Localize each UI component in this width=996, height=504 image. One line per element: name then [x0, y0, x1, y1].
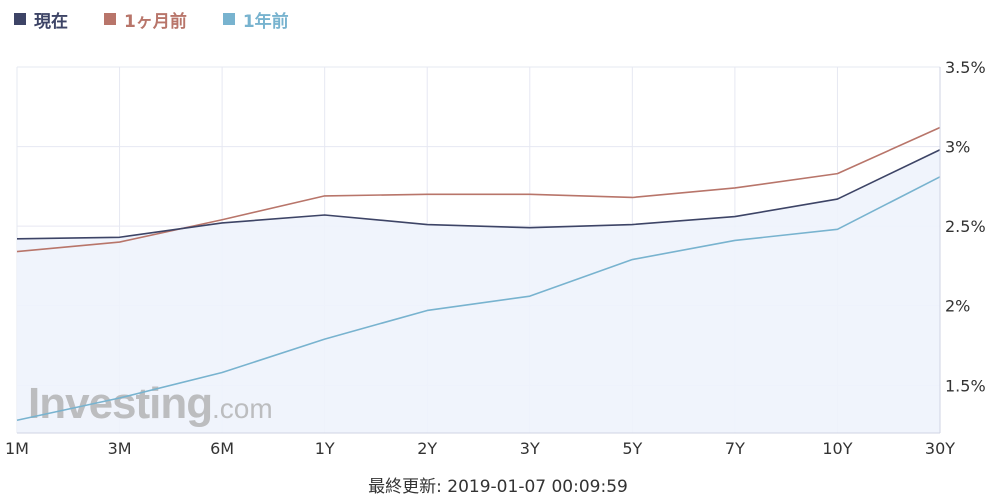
series-line [16, 149, 941, 240]
investing-watermark: Investing .com [28, 379, 273, 428]
legend: 現在 1ヶ月前 1年前 [14, 6, 325, 32]
legend-swatch [104, 13, 116, 25]
legend-label: 1年前 [242, 11, 289, 32]
y-tick-label: 2.5% [945, 217, 986, 236]
legend-label: 1ヶ月前 [124, 11, 187, 32]
area-fill-path [17, 149, 940, 433]
x-tick-label: 6M [210, 439, 234, 458]
x-tick-label: 1M [5, 439, 29, 458]
y-tick-label: 3.5% [945, 58, 986, 77]
legend-item[interactable]: 1年前 [222, 7, 289, 32]
y-axis: 1.5% 2% 2.5% 3% 3.5% [939, 58, 986, 433]
legend-item[interactable]: 現在 [14, 7, 68, 32]
watermark-brand: Investing [28, 379, 212, 428]
legend-swatch [222, 13, 235, 25]
x-tick-label: 30Y [925, 439, 955, 458]
y-tick-label: 1.5% [945, 376, 986, 395]
last-updated-text: 最終更新: 2019-01-07 00:09:59 [368, 477, 628, 497]
x-tick-label: 1Y [315, 439, 335, 458]
watermark-suffix: .com [212, 393, 273, 424]
x-tick-label: 3M [108, 439, 132, 458]
series-lines [16, 126, 941, 422]
x-tick-label: 10Y [822, 439, 852, 458]
x-tick-label: 2Y [417, 439, 437, 458]
legend-item[interactable]: 1ヶ月前 [104, 7, 187, 32]
legend-swatch [14, 13, 26, 25]
y-tick-label: 3% [945, 138, 970, 157]
x-axis: 1M 3M 6M 1Y 2Y 3Y 5Y 7Y 10Y 30Y [5, 432, 955, 458]
legend-label: 現在 [34, 11, 68, 32]
x-tick-label: 7Y [725, 439, 745, 458]
y-tick-label: 2% [945, 297, 970, 316]
x-tick-label: 5Y [622, 439, 642, 458]
x-tick-label: 3Y [520, 439, 540, 458]
yield-curve-chart: Investing .com 1.5% 2% 2.5% 3% 3.5% 1M 3M 6M 1Y… [5, 58, 986, 458]
series-line [16, 176, 941, 422]
area-fill [17, 149, 940, 433]
